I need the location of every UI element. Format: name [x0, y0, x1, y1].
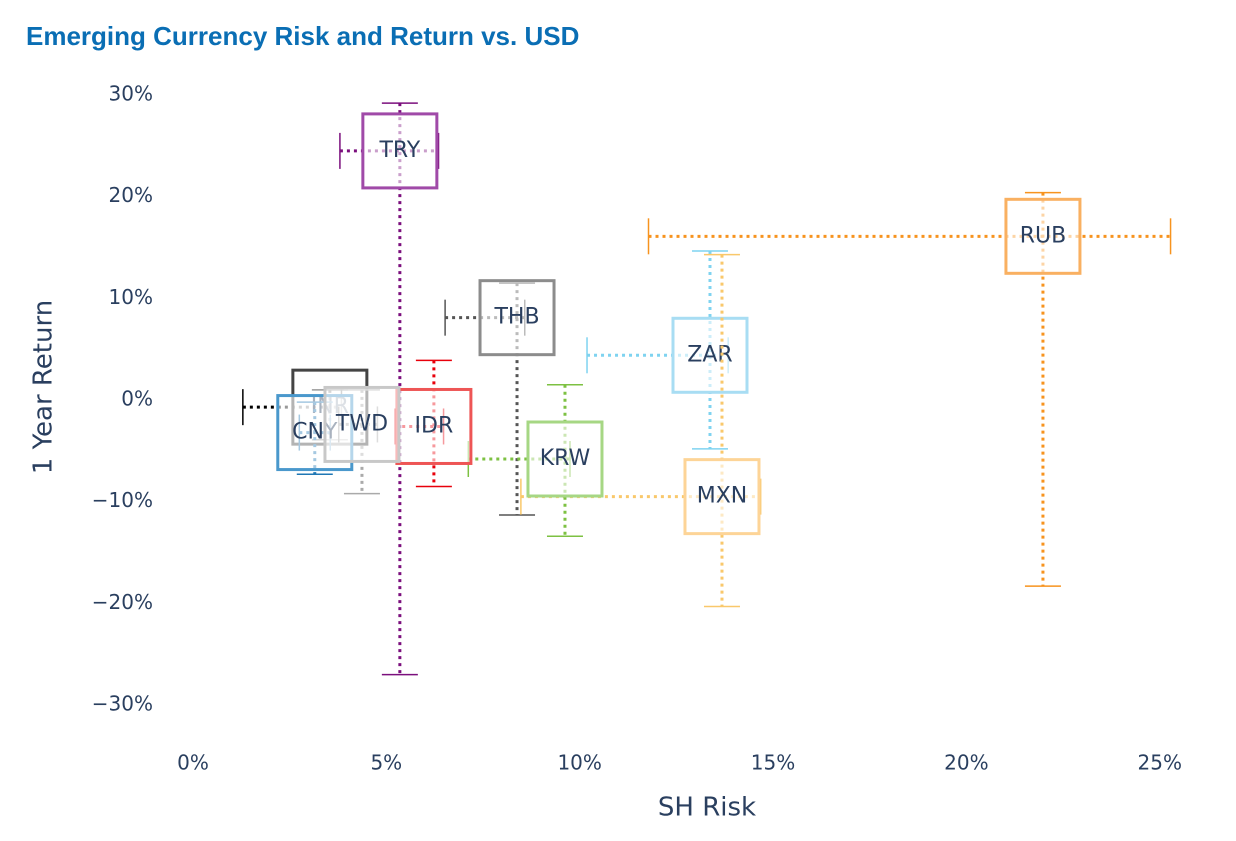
y-tick-label: −30% [92, 692, 153, 716]
point-label: TWD [335, 411, 388, 436]
marker [1004, 197, 1082, 275]
marker [478, 279, 556, 357]
x-tick-label: 10% [557, 751, 601, 775]
point-label: IDR [415, 413, 454, 438]
x-tick-label: 0% [177, 751, 209, 775]
point-label: KRW [540, 446, 591, 471]
point-label: THB [493, 305, 539, 330]
marker [361, 112, 439, 190]
x-tick-label: 25% [1138, 751, 1182, 775]
point-label: TRY [378, 138, 420, 163]
marker [526, 420, 604, 498]
marker [323, 385, 401, 463]
marker [671, 316, 749, 394]
point-label: ZAR [687, 342, 732, 367]
y-tick-label: −20% [92, 590, 153, 614]
x-tick-label: 5% [370, 751, 402, 775]
y-tick-label: −10% [92, 488, 153, 512]
y-tick-label: 30% [109, 81, 153, 105]
y-axis-label: 1 Year Return [29, 300, 59, 474]
x-tick-label: 15% [751, 751, 795, 775]
y-tick-label: 0% [121, 387, 153, 411]
chart-title: Emerging Currency Risk and Return vs. US… [26, 21, 579, 51]
x-tick-label: 20% [944, 751, 988, 775]
point-label: MXN [697, 484, 748, 509]
point-label: RUB [1020, 223, 1066, 248]
marker [683, 458, 761, 536]
y-tick-label: 20% [109, 183, 153, 207]
x-axis-label: SH Risk [658, 793, 756, 823]
y-tick-label: 10% [109, 285, 153, 309]
